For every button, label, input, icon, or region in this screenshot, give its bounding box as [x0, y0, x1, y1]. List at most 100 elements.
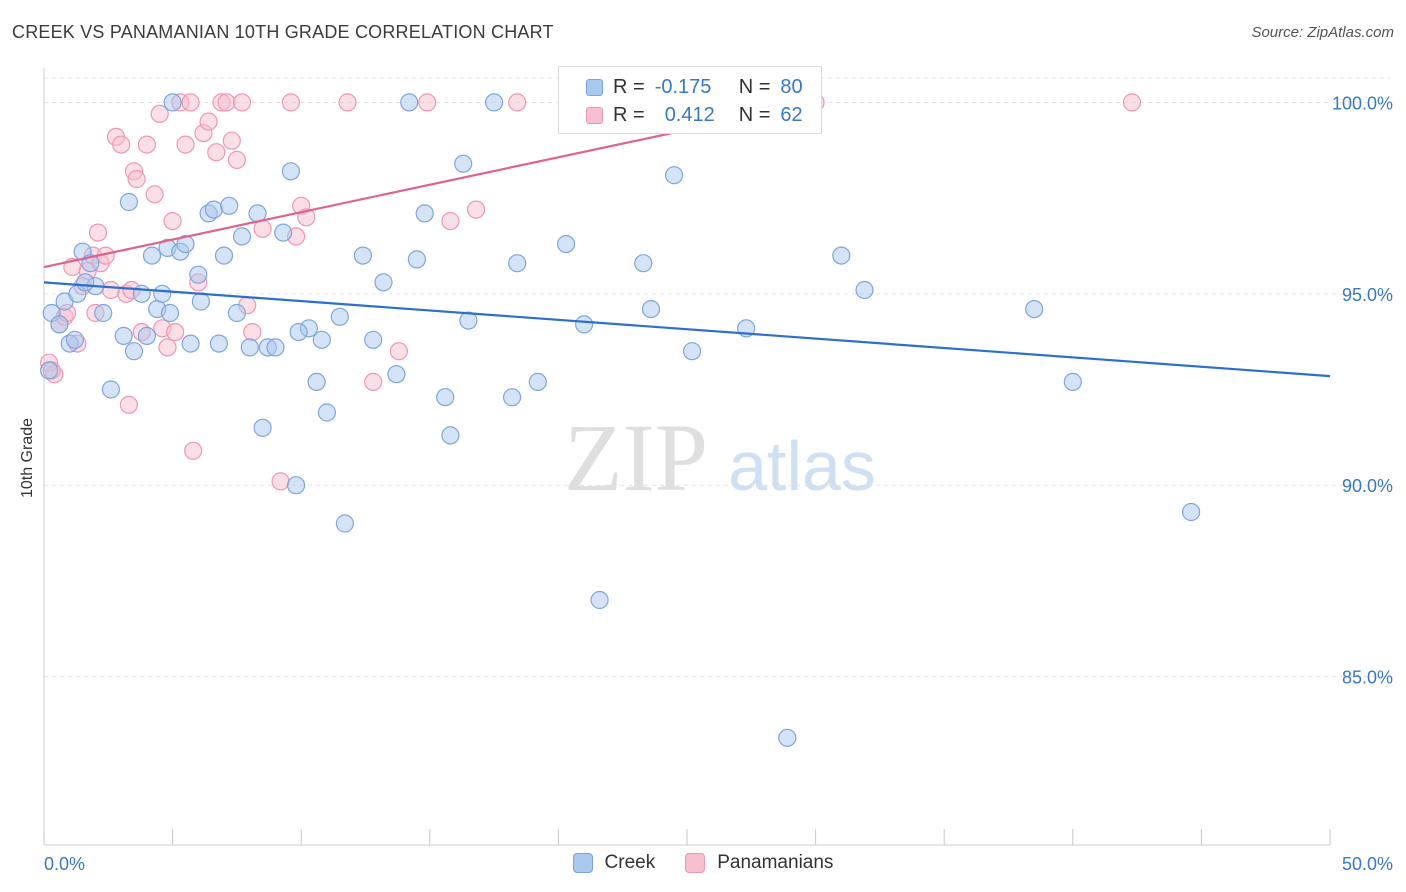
panamanian-point [467, 200, 486, 219]
creek-point [181, 334, 200, 353]
creek-point [137, 326, 156, 345]
creek-point [407, 250, 426, 269]
creek-point [39, 361, 59, 380]
creek-point [50, 315, 69, 334]
panamanian-point [166, 323, 185, 342]
pan-r-value: 0.412 [664, 103, 715, 126]
creek-point [153, 284, 172, 303]
legend-label-creek: Creek [604, 852, 656, 873]
panamanian-point [150, 104, 169, 124]
creek-point [232, 227, 252, 246]
panamanian-point [88, 223, 108, 242]
panamanian-point [217, 93, 236, 112]
creek-n-value: 80 [780, 75, 803, 98]
creek-r-label: R = [613, 75, 645, 98]
panamanian-point [389, 342, 408, 361]
panamanians-swatch [586, 106, 603, 124]
creek-point [281, 162, 300, 181]
creek-point [556, 235, 576, 254]
creek-point [124, 342, 144, 361]
creek-point [163, 93, 182, 112]
y-tick-label: 95.0% [1342, 285, 1393, 305]
creek-points [39, 93, 1201, 747]
panamanian-point [418, 93, 437, 112]
panamanian-point [112, 135, 131, 154]
creek-point [364, 330, 383, 349]
x-tick-label-end: 50.0% [1342, 854, 1393, 874]
creek-point [590, 590, 609, 610]
creek-point [1181, 502, 1201, 522]
legend-item-creek: Creek [572, 852, 656, 874]
creek-point [220, 196, 239, 215]
panamanian-point [243, 323, 262, 342]
panamanian-point [163, 212, 182, 231]
creek-n-label: N = [738, 75, 771, 98]
panamanian-point [441, 212, 460, 231]
creek-point [441, 426, 460, 445]
panamanian-point [364, 372, 383, 391]
creek-point [682, 342, 702, 361]
creek-point [94, 303, 113, 323]
creek-point [253, 418, 272, 437]
creek-point [289, 323, 308, 342]
creek-point [119, 192, 138, 212]
creek-swatch [586, 78, 603, 96]
legend-swatch-panamanians [685, 853, 706, 873]
panamanian-point [176, 135, 195, 154]
creek-point [227, 303, 246, 323]
creek-point [160, 303, 180, 323]
legend-label-panamanians: Panamanians [717, 852, 834, 873]
y-tick-label: 100.0% [1332, 93, 1393, 113]
creek-point [855, 280, 874, 300]
pan-n-value: 62 [780, 103, 803, 126]
creek-point [1063, 372, 1082, 391]
creek-point [176, 235, 195, 254]
creek-point [209, 334, 228, 353]
creek-trend-line [43, 281, 1331, 378]
panamanian-point [158, 338, 177, 357]
creek-point [114, 326, 133, 345]
chart-title: CREEK VS PANAMANIAN 10TH GRADE CORRELATI… [12, 22, 554, 42]
source-label: Source: ZipAtlas.com [1251, 24, 1394, 41]
panamanian-point [101, 280, 121, 300]
creek-point [189, 265, 208, 284]
creek-point [335, 514, 354, 533]
y-tick-label: 85.0% [1342, 668, 1393, 688]
creek-point [832, 246, 851, 265]
creek-point [274, 223, 293, 242]
creek-point [240, 338, 259, 357]
creek-point [415, 204, 434, 223]
x-tick-label-start: 0.0% [44, 854, 85, 874]
panamanian-point [232, 93, 252, 112]
creek-point [634, 254, 653, 273]
creek-point [353, 246, 372, 265]
axes [43, 68, 1331, 846]
creek-point [214, 246, 234, 265]
stats-row-panamanians: R = 0.412 N = 62 [559, 101, 803, 129]
creek-point [641, 300, 661, 319]
panamanian-point [137, 135, 156, 154]
tick-labels: 100.0% 95.0% 90.0% 85.0% 0.0% 50.0% [44, 93, 1393, 874]
creek-point [307, 372, 326, 391]
panamanian-point [508, 93, 527, 112]
watermark-atlas: atlas [728, 427, 876, 505]
creek-point [485, 93, 504, 112]
creek-point [312, 330, 331, 349]
panamanian-point [181, 93, 200, 112]
panamanian-point [227, 150, 246, 169]
creek-point [374, 273, 393, 292]
panamanian-point [253, 219, 272, 238]
creek-point [132, 284, 151, 303]
creek-point [508, 254, 527, 273]
panamanian-point [222, 131, 241, 150]
panamanian-point [184, 441, 203, 460]
creek-point [191, 292, 210, 311]
creek-point [317, 403, 336, 422]
panamanian-points [39, 93, 1142, 491]
creek-point [65, 330, 85, 349]
stats-row-creek: R = -0.175 N = 80 [559, 73, 803, 101]
creek-point [574, 315, 594, 334]
creek-point [1025, 300, 1044, 319]
panamanian-point [199, 112, 218, 131]
